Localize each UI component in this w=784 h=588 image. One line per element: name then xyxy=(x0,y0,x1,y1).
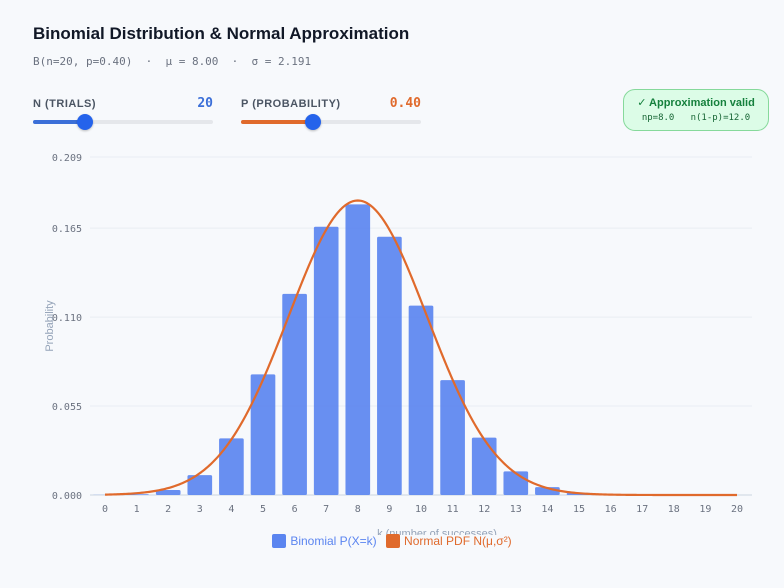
x-axis-label: k (number of successes) xyxy=(377,528,497,535)
p-probability-slider[interactable] xyxy=(241,114,421,130)
x-tick-label: 16 xyxy=(605,504,617,515)
x-tick-label: 9 xyxy=(386,504,392,515)
x-tick-label: 0 xyxy=(102,504,108,515)
binomial-bar xyxy=(503,471,529,495)
x-tick-label: 7 xyxy=(323,504,329,515)
y-tick-label: 0.055 xyxy=(52,402,82,413)
x-tick-label: 15 xyxy=(573,504,585,515)
normal-pdf-line xyxy=(104,199,737,497)
x-tick-label: 17 xyxy=(636,504,648,515)
binomial-bar xyxy=(155,489,181,495)
binomial-bar xyxy=(440,380,465,495)
n-trials-slider[interactable] xyxy=(33,114,213,130)
x-tick-label: 2 xyxy=(165,504,171,515)
p-probability-slider-fill xyxy=(241,120,313,124)
approximation-status-title: ✓ Approximation valid xyxy=(637,97,755,109)
legend-label-normal: Normal PDF N(μ,σ²) xyxy=(404,534,512,549)
y-tick-label: 0.000 xyxy=(52,491,82,502)
x-tick-label: 20 xyxy=(731,504,743,515)
legend-swatch-binomial xyxy=(272,534,287,549)
x-tick-label: 6 xyxy=(292,504,298,515)
x-tick-label: 18 xyxy=(668,504,680,515)
n-trials-value: 20 xyxy=(197,96,213,111)
x-tick-label: 5 xyxy=(260,504,266,515)
x-tick-label: 19 xyxy=(699,504,711,515)
p-probability-value: 0.40 xyxy=(389,96,421,111)
legend-item-binomial[interactable]: Binomial P(X=k) xyxy=(272,533,377,549)
binomial-bar xyxy=(250,374,276,495)
binomial-bar xyxy=(219,438,244,495)
binomial-bar xyxy=(471,437,497,495)
legend-swatch-normal xyxy=(386,534,401,549)
legend-label-binomial: Binomial P(X=k) xyxy=(290,534,377,549)
x-tick-label: 3 xyxy=(197,504,203,515)
binomial-bar xyxy=(187,475,213,495)
x-tick-label: 4 xyxy=(228,504,234,515)
x-tick-label: 14 xyxy=(541,504,553,515)
x-tick-label: 11 xyxy=(447,504,459,515)
y-axis-label: Probability xyxy=(44,300,56,352)
p-probability-label: P (PROBABILITY) xyxy=(241,98,341,110)
x-tick-label: 13 xyxy=(510,504,522,515)
binomial-bar xyxy=(377,236,402,495)
x-tick-label: 12 xyxy=(478,504,490,515)
legend-item-normal[interactable]: Normal PDF N(μ,σ²) xyxy=(386,533,512,549)
binomial-bar xyxy=(408,305,434,495)
n-trials-slider-fill xyxy=(33,120,86,124)
chart-legend: Binomial P(X=k) Normal PDF N(μ,σ²) xyxy=(0,533,784,549)
n-trials-label: N (TRIALS) xyxy=(33,98,97,110)
y-tick-label: 0.165 xyxy=(52,224,82,235)
binomial-bar xyxy=(345,204,371,495)
approximation-status-detail: np=8.0 n(1-p)=12.0 xyxy=(641,113,751,123)
approximation-status-badge: ✓ Approximation valid np=8.0 n(1-p)=12.0 xyxy=(623,89,769,131)
binomial-bar xyxy=(313,226,339,495)
x-tick-label: 10 xyxy=(415,504,427,515)
x-tick-label: 8 xyxy=(355,504,361,515)
x-tick-label: 1 xyxy=(134,504,140,515)
y-tick-label: 0.209 xyxy=(52,153,82,164)
binomial-bar xyxy=(282,293,307,495)
n-trials-slider-thumb[interactable] xyxy=(77,114,94,130)
page-title: Binomial Distribution & Normal Approxima… xyxy=(33,24,410,43)
page-subtitle: B(n=20, p=0.40) · μ = 8.00 · σ = 2.191 xyxy=(33,55,312,68)
y-tick-label: 0.110 xyxy=(52,313,82,324)
p-probability-slider-thumb[interactable] xyxy=(305,114,321,130)
